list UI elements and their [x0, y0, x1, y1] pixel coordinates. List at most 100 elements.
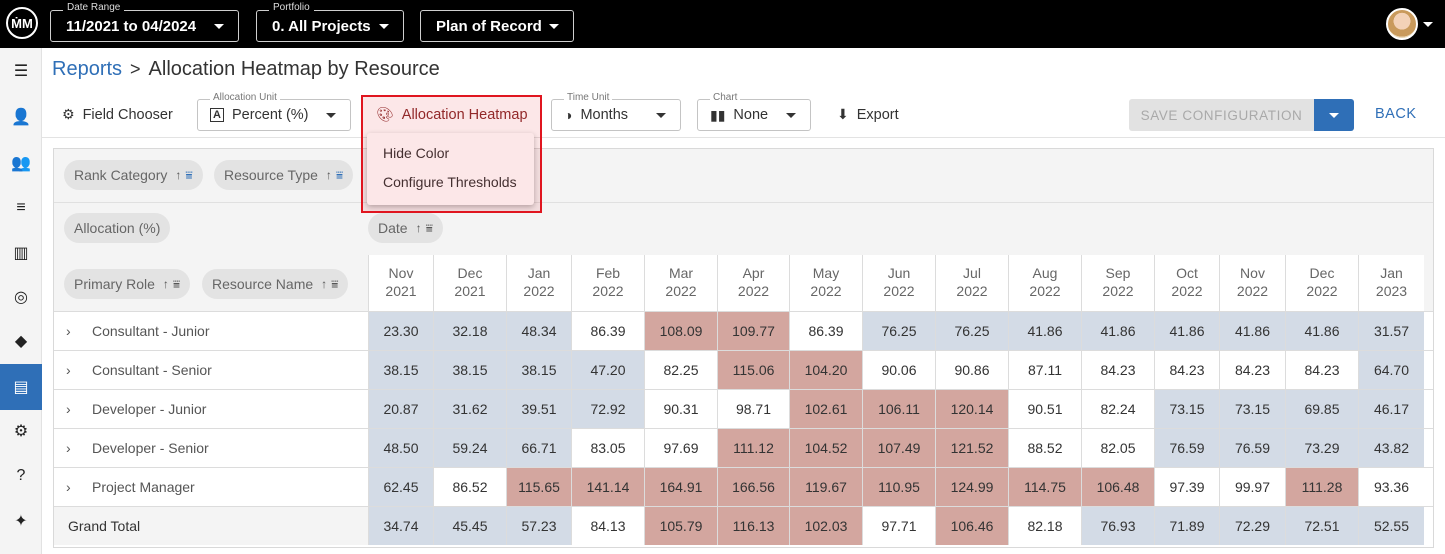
chevron-right-icon[interactable]: › [66, 323, 71, 339]
column-header[interactable]: Sep 2022 [1081, 255, 1154, 311]
heatmap-cell[interactable]: 106.11 [862, 390, 935, 428]
heatmap-cell[interactable]: 164.91 [644, 468, 717, 506]
heatmap-cell[interactable]: 39.51 [506, 390, 571, 428]
heatmap-cell[interactable]: 82.24 [1081, 390, 1154, 428]
heatmap-cell[interactable]: 62.45 [368, 468, 433, 506]
heatmap-cell[interactable]: 84.23 [1219, 351, 1285, 389]
heatmap-cell[interactable]: 45.45 [433, 507, 506, 545]
heatmap-cell[interactable]: 111.28 [1285, 468, 1358, 506]
app-logo[interactable]: ṀM [6, 7, 38, 39]
heatmap-cell[interactable]: 72.92 [571, 390, 644, 428]
heatmap-cell[interactable]: 52.55 [1358, 507, 1424, 545]
sidebar-item-document[interactable]: ▤ [0, 364, 42, 410]
allocation-unit-select[interactable]: Allocation Unit A Percent (%) [197, 92, 351, 131]
heatmap-cell[interactable]: 38.15 [368, 351, 433, 389]
column-field-date[interactable]: Date ↑ ⩸ [368, 213, 443, 243]
heatmap-cell[interactable]: 106.48 [1081, 468, 1154, 506]
column-header[interactable]: Aug 2022 [1008, 255, 1081, 311]
row-field-resource-name[interactable]: Resource Name ↑ ⩸ [202, 269, 349, 299]
column-header[interactable]: Jun 2022 [862, 255, 935, 311]
heatmap-cell[interactable]: 34.74 [368, 507, 433, 545]
heatmap-cell[interactable]: 76.25 [862, 312, 935, 350]
heatmap-cell[interactable]: 73.15 [1154, 390, 1219, 428]
heatmap-cell[interactable]: 104.20 [789, 351, 862, 389]
back-button[interactable]: BACK [1375, 106, 1417, 122]
heatmap-cell[interactable]: 99.97 [1219, 468, 1285, 506]
column-header[interactable]: Jan 2022 [506, 255, 571, 311]
sort-asc-icon[interactable]: ↑ [415, 221, 422, 235]
heatmap-cell[interactable]: 76.59 [1154, 429, 1219, 467]
heatmap-cell[interactable]: 88.52 [1008, 429, 1081, 467]
sidebar-item-group[interactable]: 👥 [0, 140, 42, 186]
sort-asc-icon[interactable]: ↑ [325, 168, 332, 182]
filter-icon[interactable]: ⩸ [425, 220, 433, 235]
heatmap-cell[interactable]: 110.95 [862, 468, 935, 506]
chevron-right-icon[interactable]: › [66, 362, 71, 378]
chevron-right-icon[interactable]: › [66, 479, 71, 495]
heatmap-cell[interactable]: 31.62 [433, 390, 506, 428]
allocation-heatmap-button[interactable]: 🎨︎ Allocation Heatmap [376, 106, 528, 123]
sort-asc-icon[interactable]: ↑ [175, 168, 182, 182]
heatmap-cell[interactable]: 32.18 [433, 312, 506, 350]
heatmap-cell[interactable]: 76.93 [1081, 507, 1154, 545]
heatmap-cell[interactable]: 90.31 [644, 390, 717, 428]
heatmap-cell[interactable]: 166.56 [717, 468, 789, 506]
heatmap-cell[interactable]: 41.86 [1008, 312, 1081, 350]
sidebar-item-menu-collapse[interactable]: ☰ [0, 48, 42, 94]
heatmap-cell[interactable]: 64.70 [1358, 351, 1424, 389]
heatmap-cell[interactable]: 102.03 [789, 507, 862, 545]
heatmap-cell[interactable]: 73.29 [1285, 429, 1358, 467]
column-header[interactable]: Apr 2022 [717, 255, 789, 311]
heatmap-cell[interactable]: 97.71 [862, 507, 935, 545]
heatmap-cell[interactable]: 119.67 [789, 468, 862, 506]
plan-select[interactable]: Plan of Record [420, 10, 574, 42]
column-header[interactable]: Oct 2022 [1154, 255, 1219, 311]
sidebar-item-target[interactable]: ◎ [0, 274, 42, 320]
column-header[interactable]: Nov 2022 [1219, 255, 1285, 311]
heatmap-cell[interactable]: 73.15 [1219, 390, 1285, 428]
heatmap-cell[interactable]: 106.46 [935, 507, 1008, 545]
heatmap-cell[interactable]: 107.49 [862, 429, 935, 467]
heatmap-cell[interactable]: 31.57 [1358, 312, 1424, 350]
heatmap-cell[interactable]: 48.50 [368, 429, 433, 467]
heatmap-cell[interactable]: 86.39 [571, 312, 644, 350]
filter-icon[interactable]: ⩸ [172, 276, 181, 291]
heatmap-cell[interactable]: 84.23 [1081, 351, 1154, 389]
heatmap-cell[interactable]: 114.75 [1008, 468, 1081, 506]
row-label[interactable]: › Project Manager [54, 468, 368, 506]
sidebar-item-columns[interactable]: ▥ [0, 230, 42, 276]
heatmap-cell[interactable]: 72.51 [1285, 507, 1358, 545]
sort-asc-icon[interactable]: ↑ [321, 277, 328, 291]
heatmap-cell[interactable]: 93.36 [1358, 468, 1424, 506]
export-button[interactable]: ⬇ Export [837, 106, 899, 123]
heatmap-cell[interactable]: 83.05 [571, 429, 644, 467]
row-label[interactable]: › Developer - Senior [54, 429, 368, 467]
heatmap-cell[interactable]: 108.09 [644, 312, 717, 350]
filter-field-rank-category[interactable]: Rank Category ↑ ⩸ [64, 160, 203, 190]
data-field-allocation[interactable]: Allocation (%) [64, 213, 171, 243]
chevron-right-icon[interactable]: › [66, 401, 71, 417]
heatmap-cell[interactable]: 20.87 [368, 390, 433, 428]
heatmap-cell[interactable]: 121.52 [935, 429, 1008, 467]
heatmap-cell[interactable]: 47.20 [571, 351, 644, 389]
heatmap-cell[interactable]: 41.86 [1154, 312, 1219, 350]
heatmap-cell[interactable]: 66.71 [506, 429, 571, 467]
heatmap-cell[interactable]: 120.14 [935, 390, 1008, 428]
heatmap-cell[interactable]: 90.51 [1008, 390, 1081, 428]
heatmap-cell[interactable]: 57.23 [506, 507, 571, 545]
heatmap-cell[interactable]: 111.12 [717, 429, 789, 467]
sort-asc-icon[interactable]: ↑ [162, 277, 169, 291]
time-unit-select[interactable]: Time Unit ◑ Months [551, 92, 681, 131]
heatmap-cell[interactable]: 69.85 [1285, 390, 1358, 428]
heatmap-cell[interactable]: 46.17 [1358, 390, 1424, 428]
save-options-button[interactable] [1314, 99, 1354, 131]
heatmap-cell[interactable]: 141.14 [571, 468, 644, 506]
sidebar-item-direction-sign[interactable]: ◆ [0, 318, 42, 364]
row-label[interactable]: › Consultant - Junior [54, 312, 368, 350]
sidebar-item-compass[interactable]: ✦ [0, 498, 42, 544]
column-header[interactable]: Dec 2022 [1285, 255, 1358, 311]
column-header[interactable]: Nov 2021 [368, 255, 433, 311]
sidebar-item-help[interactable]: ? [0, 453, 42, 499]
column-header[interactable]: Mar 2022 [644, 255, 717, 311]
sidebar-item-list[interactable]: ≡ [0, 185, 42, 231]
